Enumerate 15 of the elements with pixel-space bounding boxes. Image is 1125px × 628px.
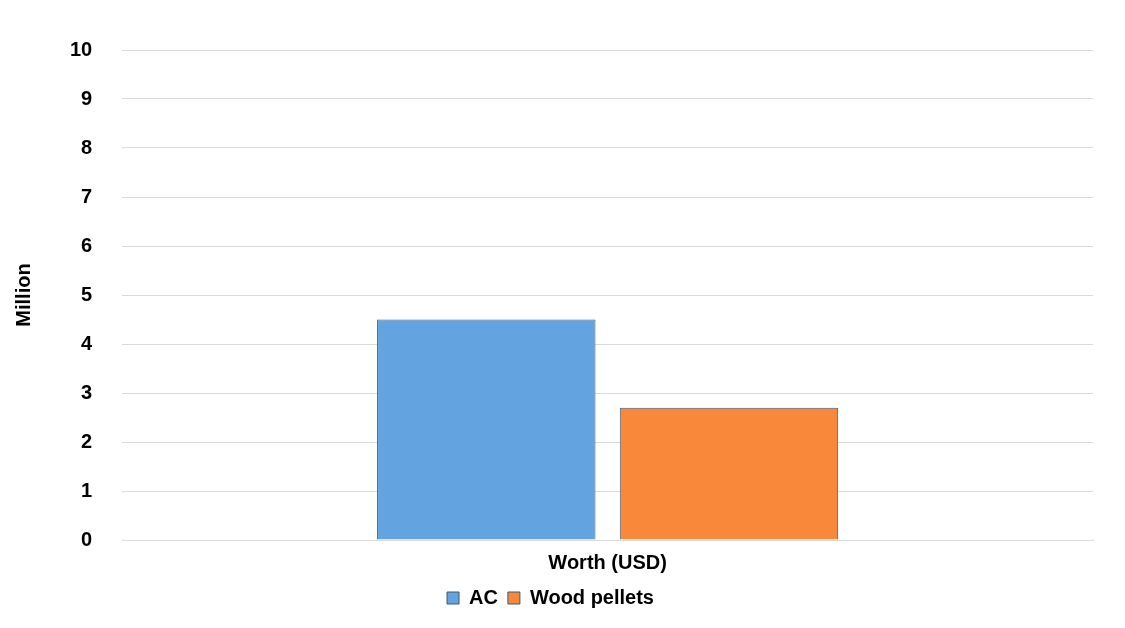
y-tick-label: 5 — [81, 282, 93, 305]
y-tick-label: 8 — [81, 135, 93, 158]
y-tick-label: 7 — [81, 184, 93, 207]
legend-label: AC — [469, 585, 498, 608]
y-tick-label: 10 — [70, 37, 93, 60]
legend-label: Wood pellets — [529, 585, 654, 608]
x-tick-label: Worth (USD) — [548, 550, 667, 573]
y-tick-label: 9 — [81, 86, 93, 109]
y-tick-label: 3 — [81, 380, 93, 403]
y-tick-label: 2 — [81, 429, 93, 452]
y-tick-label: 0 — [81, 527, 93, 550]
y-tick-label: 1 — [81, 478, 93, 501]
y-tick-label: 6 — [81, 233, 93, 256]
y-axis-title: Million — [11, 263, 34, 327]
y-tick-label: 4 — [81, 331, 94, 354]
